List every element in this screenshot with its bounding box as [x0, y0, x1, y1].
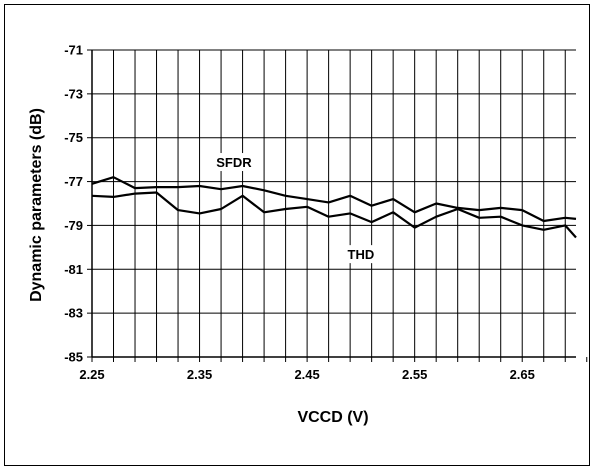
x-tick-label: 2.65: [510, 367, 535, 382]
annotations: SFDR THD: [208, 153, 381, 264]
x-tick-label: 2.25: [79, 367, 104, 382]
series-lines: [91, 176, 577, 239]
y-tick-label: -83: [64, 306, 83, 321]
x-axis-ticks: 2.25 2.35 2.45 2.55 2.65: [79, 357, 588, 382]
x-axis-title: VCCD (V): [297, 409, 368, 426]
x-tick-label: 2.35: [187, 367, 212, 382]
y-tick-label: -85: [64, 350, 83, 365]
annotation-bg: [340, 245, 381, 264]
chart-frame: [4, 4, 590, 466]
y-tick-label: -81: [64, 262, 83, 277]
plot-area: [91, 50, 576, 358]
y-tick-label: -71: [64, 43, 83, 58]
grid: [92, 49, 576, 358]
y-tick-label: -75: [64, 130, 83, 145]
annotation-bg: [208, 153, 259, 172]
y-tick-label: -79: [64, 218, 83, 233]
series-line-sfdr: [91, 176, 577, 223]
y-axis-ticks: -71 -73 -75 -77 -79 -81 -83 -85: [64, 43, 92, 365]
series-line-thd: [91, 191, 577, 239]
y-tick-label: -77: [64, 174, 83, 189]
x-tick-label: 2.45: [294, 367, 319, 382]
x-tick-label: 2.55: [402, 367, 427, 382]
y-tick-label: -73: [64, 86, 83, 101]
y-axis-title: Dynamic parameters (dB): [28, 108, 45, 302]
annotation-thd: THD: [348, 247, 375, 262]
annotation-sfdr: SFDR: [216, 155, 252, 170]
